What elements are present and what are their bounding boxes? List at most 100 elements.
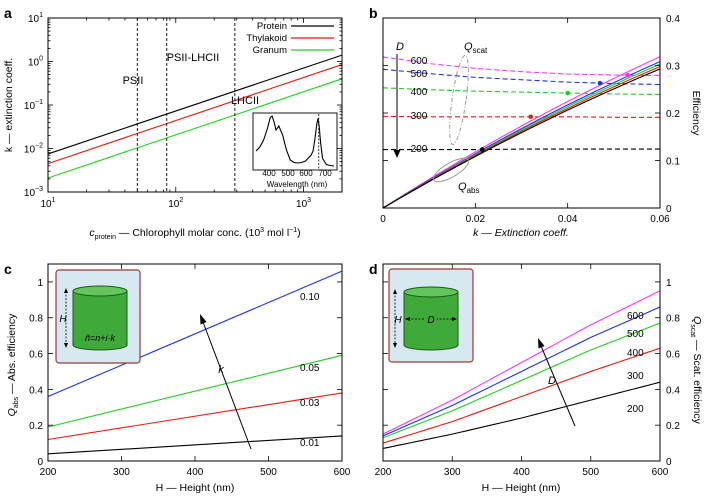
series-line-0.05 — [47, 354, 343, 428]
crossing-point-600 — [625, 72, 630, 78]
series-line-600 — [382, 290, 661, 435]
y-tick-label: 10−3 — [24, 186, 43, 199]
cylinder-fill — [74, 291, 126, 344]
x-tick-label: 400 — [513, 467, 530, 478]
x-tick-label: 0.04 — [558, 214, 578, 225]
panel-d-xlabel: H — Height (nm) — [482, 482, 561, 494]
panel-b-ylabel-right: Efficiency — [690, 91, 702, 136]
y-tick-label: 0.6 — [29, 350, 43, 361]
x-tick-label: 102 — [168, 197, 183, 210]
legend-label-protein: Protein — [257, 21, 287, 32]
y-tick-label: 0.6 — [666, 350, 680, 361]
x-tick-label: 200 — [40, 467, 57, 478]
cylinder-top — [72, 285, 128, 297]
y-tick-label: 0.4 — [666, 14, 680, 25]
inset-d-label-bg — [425, 313, 437, 324]
inset-plot — [255, 114, 335, 170]
vline-label-psii: PSII — [123, 75, 144, 87]
panel-d-d-arrow — [540, 345, 576, 427]
panel-c-k-arrowhead — [200, 314, 207, 325]
series-line-500 — [382, 306, 661, 437]
inset-xtick-500: 500 — [281, 169, 295, 178]
panel-b-d-arrowhead — [393, 150, 401, 158]
y-tick-label: 0.2 — [666, 421, 680, 432]
x-tick-label: 600 — [334, 467, 351, 478]
panel-d-d-label: D — [548, 375, 556, 387]
diameter-label-600: 600 — [411, 56, 428, 67]
y-tick-label: 1 — [666, 278, 672, 289]
x-tick-label: 200 — [375, 467, 392, 478]
y-tick-label: 100 — [28, 56, 43, 69]
legend-label-granum: Granum — [253, 45, 287, 56]
vline-label-psii-lhcii: PSII-LHCII — [167, 52, 220, 64]
panel-a-legend: Protein Thylakoid Granum — [246, 21, 334, 56]
y-tick-label: 0 — [666, 204, 672, 215]
panel-a: a 101 102 103 101 100 10−1 10−2 10−3 k — extinc… — [3, 5, 343, 241]
diameter-label-200: 200 — [411, 144, 428, 155]
panel-c-k-arrow — [202, 321, 252, 450]
x-tick-label: 300 — [444, 467, 461, 478]
inset-h-arrowhead-top — [393, 289, 397, 294]
qscat-line-400 — [382, 87, 661, 96]
series-line-0.10 — [47, 270, 343, 398]
panel-d-inset: H D — [388, 268, 474, 363]
inset-h-label: H — [59, 314, 67, 325]
y-tick-label: 0.4 — [29, 385, 43, 396]
qabs-label: Qabs — [458, 181, 479, 195]
inset-xtick-400: 400 — [262, 169, 276, 178]
x-tick-label: 101 — [40, 197, 55, 210]
k-label-0.10: 0.10 — [300, 292, 320, 303]
y-tick-label: 10−2 — [24, 143, 43, 156]
panel-d-plot — [382, 290, 661, 450]
inset-xtick-600: 600 — [299, 169, 313, 178]
panel-a-inset: 400 500 600 700 Wavelength (nm) — [252, 112, 338, 189]
crossing-point-200 — [479, 147, 485, 152]
panel-c-inset: H ñ=n+i·k — [55, 269, 141, 364]
y-tick-label: 0 — [666, 457, 672, 468]
panel-c-plot — [47, 270, 343, 455]
panel-c-ylabel: Qabs — Abs. efficiency — [6, 313, 20, 416]
panel-c-label: c — [4, 261, 12, 277]
panel-c: c 200 300 400 500 600 0 0.2 0.4 0.6 0.8 1 H — Heig… — [4, 261, 351, 494]
panel-a-plot — [47, 18, 343, 192]
x-tick-label: 600 — [652, 467, 669, 478]
y-tick-label: 0.2 — [29, 421, 43, 432]
qscat-line-500 — [382, 68, 661, 86]
panel-b-plot — [382, 56, 661, 209]
qscat-line-300 — [382, 115, 660, 118]
diameter-label-400: 400 — [411, 87, 428, 98]
vline-label-lhcii: LHCII — [231, 95, 259, 107]
crossing-point-500 — [597, 80, 603, 86]
y-tick-label: 0 — [37, 457, 43, 468]
inset-d-arrowhead-right — [452, 317, 457, 321]
x-tick-label: 0.02 — [466, 214, 486, 225]
inset-h-arrowhead-bottom — [393, 343, 397, 348]
series-line-0.03 — [47, 392, 343, 441]
diameter-label-500: 500 — [411, 69, 428, 80]
panel-c-ticks: 200 300 400 500 600 0 0.2 0.4 0.6 0.8 1 — [29, 264, 351, 478]
x-tick-label: 500 — [260, 467, 277, 478]
series-line-protein — [47, 54, 343, 155]
panel-b-label: b — [369, 5, 378, 21]
d-label-300: 300 — [627, 371, 644, 382]
x-tick-label: 103 — [296, 197, 311, 210]
inset-h-label: H — [394, 315, 402, 326]
x-tick-label: 300 — [113, 467, 130, 478]
qscat-line-600 — [382, 56, 661, 77]
series-line-0.01 — [47, 435, 343, 455]
cylinder-top — [403, 286, 459, 298]
panel-c-xlabel: H — Height (nm) — [156, 482, 235, 494]
qabs-line-600 — [382, 56, 661, 209]
panel-b-xlabel: k — Extinction coeff. — [473, 227, 569, 239]
y-tick-label: 0.3 — [666, 62, 680, 73]
y-tick-label: 101 — [28, 12, 43, 25]
qabs-line-400 — [382, 63, 661, 209]
qscat-ellipse — [449, 54, 469, 146]
inset-frame — [252, 112, 338, 171]
inset-h-arrowhead-bottom — [64, 343, 68, 348]
